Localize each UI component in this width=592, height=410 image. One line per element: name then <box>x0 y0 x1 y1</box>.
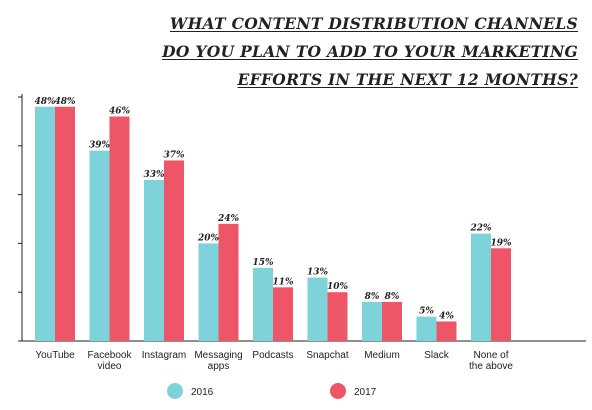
data-label-2017-7: 4% <box>439 311 454 321</box>
data-label-2017-8: 19% <box>490 238 512 248</box>
legend-label-2016: 2016 <box>191 387 214 398</box>
bar-2017-3 <box>218 223 239 341</box>
legend-swatch-2016 <box>167 383 183 399</box>
bar-2016-0 <box>35 106 55 341</box>
bar-2017-0 <box>55 106 75 341</box>
x-tick-label-1: video <box>98 361 122 372</box>
bar-2017-2 <box>164 160 184 341</box>
data-label-2016-5: 13% <box>307 268 329 278</box>
x-tick-label-8: None of <box>473 350 508 361</box>
x-tick-label-3: Messaging <box>194 350 242 361</box>
x-tick-label-6: Medium <box>364 350 400 361</box>
legend-label-2017: 2017 <box>354 387 377 398</box>
x-tick-label-8: the above <box>469 361 513 372</box>
data-label-2016-0: 48% <box>34 97 56 107</box>
chart-title-line-1: WHAT CONTENT DISTRIBUTION CHANNELS <box>169 14 578 33</box>
data-label-2017-4: 11% <box>272 277 294 287</box>
bar-2017-5 <box>327 292 348 341</box>
x-tick-label-7: Slack <box>424 350 449 361</box>
bar-2017-8 <box>491 248 511 341</box>
x-tick-label-3: apps <box>208 361 230 372</box>
x-tick-label-1: Facebook <box>88 350 133 361</box>
bar-2017-1 <box>109 116 130 342</box>
data-label-2016-7: 5% <box>419 307 434 317</box>
data-label-2016-6: 8% <box>365 292 380 302</box>
chart-title-line-3: EFFORTS IN THE NEXT 12 MONTHS? <box>237 70 578 89</box>
data-label-2017-1: 46% <box>109 107 131 117</box>
bar-2017-7 <box>436 321 457 341</box>
x-tick-label-4: Podcasts <box>252 350 293 361</box>
bar-2017-4 <box>273 287 293 341</box>
data-label-2017-5: 10% <box>327 282 349 292</box>
data-label-2016-8: 22% <box>469 224 492 234</box>
chart-title-line-2: DO YOU PLAN TO ADD TO YOUR MARKETING <box>162 42 578 61</box>
data-label-2017-0: 48% <box>54 97 76 107</box>
x-tick-label-5: Snapchat <box>306 350 348 361</box>
bar-2017-6 <box>382 301 402 341</box>
data-label-2016-3: 20% <box>197 233 220 243</box>
data-label-2017-2: 37% <box>163 150 185 160</box>
bar-2016-1 <box>89 150 110 341</box>
bar-2016-4 <box>253 267 273 341</box>
data-label-2016-2: 33% <box>143 170 165 180</box>
bar-2016-2 <box>144 179 164 341</box>
bar-2016-6 <box>362 301 382 341</box>
bar-2016-5 <box>307 277 328 341</box>
bar-2016-3 <box>198 243 219 341</box>
x-tick-label-0: YouTube <box>35 350 75 361</box>
bar-2016-7 <box>416 316 437 341</box>
x-tick-label-2: Instagram <box>142 350 186 361</box>
bar-2016-8 <box>471 233 491 341</box>
data-label-2016-4: 15% <box>252 258 274 268</box>
data-label-2017-6: 8% <box>385 292 400 302</box>
legend-swatch-2017 <box>330 383 346 399</box>
data-label-2017-3: 24% <box>217 214 240 224</box>
data-label-2016-1: 39% <box>89 141 111 151</box>
